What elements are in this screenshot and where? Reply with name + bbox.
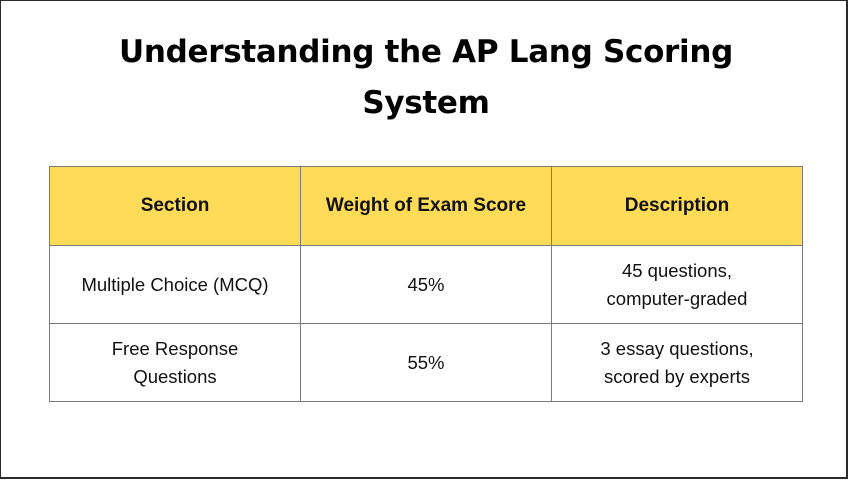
table-header-row: Section Weight of Exam Score Description bbox=[49, 166, 803, 246]
column-header-weight: Weight of Exam Score bbox=[300, 166, 552, 246]
cell-section: Multiple Choice (MCQ) bbox=[49, 245, 301, 324]
scoring-table: Section Weight of Exam Score Description… bbox=[49, 166, 803, 402]
cell-weight: 55% bbox=[300, 323, 552, 402]
page-title: Understanding the AP Lang Scoring System bbox=[61, 27, 791, 129]
cell-section: Free Response Questions bbox=[49, 323, 301, 402]
column-header-section: Section bbox=[49, 166, 301, 246]
cell-description: 45 questions, computer-graded bbox=[551, 245, 803, 324]
table-row: Free Response Questions 55% 3 essay ques… bbox=[49, 323, 803, 402]
cell-description: 3 essay questions, scored by experts bbox=[551, 323, 803, 402]
cell-weight: 45% bbox=[300, 245, 552, 324]
title-line-1: Understanding the AP Lang Scoring bbox=[118, 34, 734, 70]
column-header-description: Description bbox=[551, 166, 803, 246]
table-row: Multiple Choice (MCQ) 45% 45 questions, … bbox=[49, 245, 803, 324]
title-line-2: System bbox=[362, 85, 490, 121]
